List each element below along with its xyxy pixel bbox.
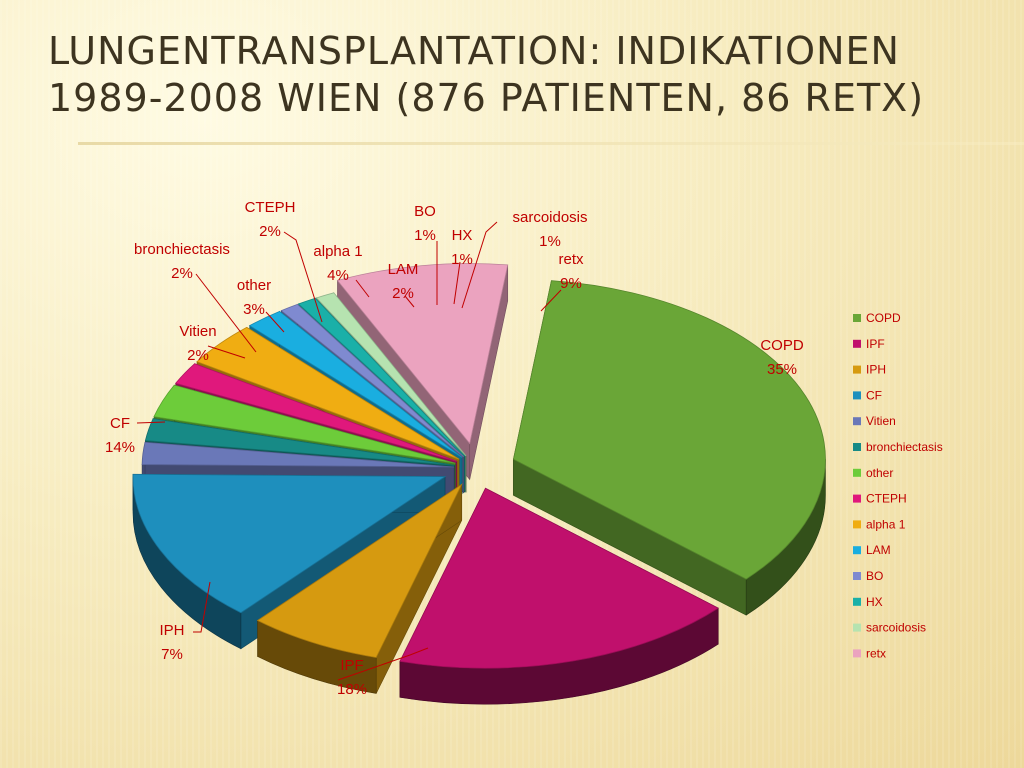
- slide-title: Lungentransplantation: Indikationen 1989…: [48, 28, 988, 122]
- data-label-name-hx: HX: [452, 227, 473, 244]
- legend-label-copd: COPD: [866, 311, 901, 325]
- legend-swatch-ipf: [853, 339, 861, 348]
- leader-line-ipf: [337, 647, 429, 681]
- legend-label-sarcoidosis: sarcoidosis: [866, 621, 926, 635]
- leader-line-cf: [136, 421, 166, 424]
- legend-swatch-retx: [853, 649, 861, 658]
- data-label-value-iph: 7%: [161, 646, 183, 663]
- pie-slice-iph: [256, 483, 463, 694]
- legend-swatch-hx: [853, 597, 861, 606]
- data-label-name-bo: BO: [414, 203, 436, 220]
- data-label-value-cf: 14%: [105, 439, 135, 456]
- legend-swatch-vitien: [853, 417, 861, 426]
- leader-line-bronchiectasis: [195, 273, 257, 353]
- legend-swatch-cf: [853, 391, 861, 400]
- leader-line-sarcoidosis: [461, 221, 498, 309]
- data-label-name-iph: IPH: [159, 622, 184, 639]
- legend-label-other: other: [866, 466, 893, 480]
- legend-label-retx: retx: [866, 646, 886, 660]
- legend-label-lam: LAM: [866, 543, 891, 557]
- data-label-value-hx: 1%: [451, 251, 473, 268]
- data-label-value-ipf: 18%: [337, 681, 367, 698]
- data-label-name-copd: COPD: [760, 337, 804, 354]
- legend-label-alpha-1: alpha 1: [866, 517, 906, 531]
- data-label-name-ipf: IPF: [340, 657, 363, 674]
- slide-title-line-2: 1989-2008 Wien (876 Patienten, 86 reTx): [48, 76, 925, 120]
- data-label-value-cteph: 2%: [259, 223, 281, 240]
- title-rule: [78, 142, 1024, 145]
- pie-slice-copd: [512, 280, 826, 616]
- legend-label-cf: CF: [866, 388, 882, 402]
- data-label-name-sarcoidosis: sarcoidosis: [512, 209, 587, 226]
- legend-swatch-bronchiectasis: [853, 443, 861, 451]
- leader-line-iph: [193, 581, 211, 633]
- leader-line-hx: [453, 261, 461, 305]
- data-label-value-sarcoidosis: 1%: [539, 233, 561, 250]
- chart-legend: COPD IPF IPH CF Vitien bronchiectasis other CTE…: [853, 311, 943, 660]
- legend-swatch-other: [853, 468, 861, 477]
- legend-swatch-bo: [853, 572, 861, 580]
- legend-swatch-sarcoidosis: [853, 623, 861, 632]
- data-label-value-other: 3%: [243, 301, 265, 318]
- data-label-value-alpha-1: 4%: [327, 267, 349, 284]
- leader-line-lam: [404, 295, 415, 308]
- leader-line-vitien: [207, 345, 246, 359]
- leader-line-retx: [540, 289, 562, 312]
- legend-label-ipf: IPF: [866, 337, 885, 351]
- pie-slices: [132, 263, 826, 705]
- data-label-name-vitien: Vitien: [179, 323, 216, 340]
- data-label-value-vitien: 2%: [187, 347, 209, 364]
- data-label-name-cteph: CTEPH: [245, 199, 296, 216]
- data-label-name-lam: LAM: [388, 261, 419, 278]
- data-label-value-bo: 1%: [414, 227, 436, 244]
- legend-label-iph: IPH: [866, 363, 886, 377]
- pie-slice-ipf: [399, 487, 720, 705]
- legend-swatch-cteph: [853, 494, 861, 503]
- legend-label-hx: HX: [866, 595, 883, 609]
- legend-swatch-copd: [853, 314, 861, 322]
- data-label-name-bronchiectasis: bronchiectasis: [134, 241, 230, 258]
- data-label-value-bronchiectasis: 2%: [171, 265, 193, 282]
- legend-label-bo: BO: [866, 569, 883, 583]
- data-label-value-lam: 2%: [392, 285, 414, 302]
- data-label-value-retx: 9%: [560, 275, 582, 292]
- leader-line-other: [265, 311, 285, 333]
- data-label-name-other: other: [237, 277, 271, 294]
- leader-line-alpha-1: [355, 279, 370, 298]
- data-label-name-alpha-1: alpha 1: [313, 243, 362, 260]
- slide-title-line-1: Lungentransplantation: Indikationen: [48, 29, 900, 73]
- legend-label-cteph: CTEPH: [866, 492, 907, 506]
- legend-label-vitien: Vitien: [866, 414, 896, 428]
- data-label-name-cf: CF: [110, 415, 130, 432]
- legend-swatch-iph: [853, 365, 861, 374]
- data-label-name-retx: retx: [558, 251, 584, 268]
- legend-swatch-lam: [853, 546, 861, 555]
- legend-label-bronchiectasis: bronchiectasis: [866, 440, 943, 454]
- leader-line-cteph: [283, 231, 323, 323]
- data-label-value-copd: 35%: [767, 361, 797, 378]
- legend-swatch-alpha-1: [853, 520, 861, 529]
- slice-labels: COPD 35% IPF 18% IPH 7% CF 14% Vitien 2% bronchiec…: [105, 199, 804, 698]
